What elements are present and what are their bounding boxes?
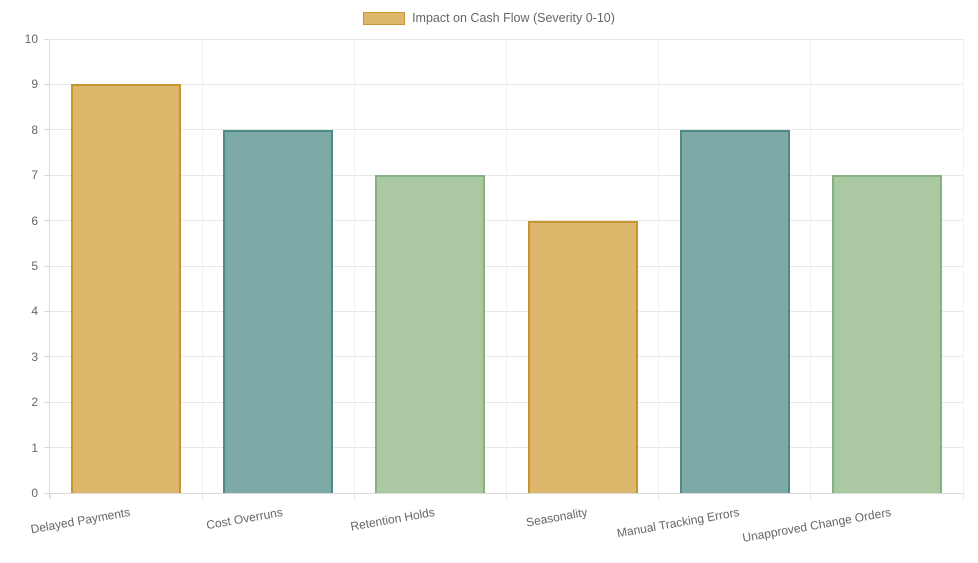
y-tick-mark bbox=[44, 220, 50, 222]
x-axis-tick-label: Manual Tracking Errors bbox=[615, 505, 741, 541]
y-axis-tick-label: 2 bbox=[31, 395, 38, 410]
y-axis-tick-label: 0 bbox=[31, 486, 38, 500]
legend-label: Impact on Cash Flow (Severity 0-10) bbox=[412, 11, 615, 25]
y-tick-mark bbox=[44, 265, 50, 267]
y-axis-tick-label: 9 bbox=[31, 77, 38, 92]
bar-unapproved-change-orders[interactable] bbox=[831, 175, 942, 493]
y-axis-line bbox=[49, 39, 50, 499]
y-axis-tick-label: 7 bbox=[31, 168, 38, 183]
y-tick-mark bbox=[44, 401, 50, 403]
y-tick-mark bbox=[44, 83, 50, 85]
y-axis-tick-label: 6 bbox=[31, 213, 38, 228]
x-axis-line bbox=[50, 493, 963, 494]
x-tick-mark bbox=[353, 493, 355, 499]
x-gridline bbox=[962, 39, 964, 493]
y-axis-tick-label: 8 bbox=[31, 122, 38, 137]
y-tick-mark bbox=[44, 356, 50, 358]
x-tick-mark bbox=[658, 493, 660, 499]
x-gridline bbox=[353, 39, 355, 493]
x-axis-tick-label: Retention Holds bbox=[349, 505, 436, 534]
x-tick-mark bbox=[49, 493, 51, 499]
x-axis-tick-label: Seasonality bbox=[524, 505, 589, 530]
x-gridline bbox=[201, 39, 203, 493]
y-tick-mark bbox=[44, 174, 50, 176]
x-tick-mark bbox=[201, 493, 203, 499]
y-axis-tick-label: 3 bbox=[31, 349, 38, 364]
x-gridline bbox=[810, 39, 812, 493]
x-axis-tick-label: Cost Overruns bbox=[205, 505, 284, 533]
y-tick-mark bbox=[44, 38, 50, 40]
bar-retention-holds[interactable] bbox=[375, 175, 486, 493]
y-axis-tick-label: 4 bbox=[31, 304, 38, 319]
x-gridline bbox=[506, 39, 507, 493]
x-tick-mark bbox=[506, 493, 507, 499]
x-tick-mark bbox=[810, 493, 812, 499]
bar-seasonality[interactable] bbox=[527, 220, 638, 493]
y-tick-mark bbox=[44, 310, 50, 312]
chart-legend[interactable]: Impact on Cash Flow (Severity 0-10) bbox=[0, 11, 978, 25]
y-tick-mark bbox=[44, 492, 50, 494]
legend-swatch-icon bbox=[363, 11, 406, 25]
y-axis-tick-label: 1 bbox=[31, 440, 38, 455]
bar-manual-tracking-errors[interactable] bbox=[679, 129, 790, 493]
y-axis-tick-label: 5 bbox=[31, 259, 38, 273]
bar-delayed-payments[interactable] bbox=[71, 84, 182, 493]
x-gridline bbox=[658, 39, 660, 493]
x-tick-mark bbox=[962, 493, 964, 499]
y-tick-mark bbox=[44, 129, 50, 131]
x-axis-tick-label: Unapproved Change Orders bbox=[741, 505, 893, 545]
y-axis-tick-label: 10 bbox=[24, 32, 38, 46]
bar-cost-overruns[interactable] bbox=[223, 129, 334, 493]
y-tick-mark bbox=[44, 447, 50, 449]
x-axis-tick-label: Delayed Payments bbox=[29, 505, 132, 537]
